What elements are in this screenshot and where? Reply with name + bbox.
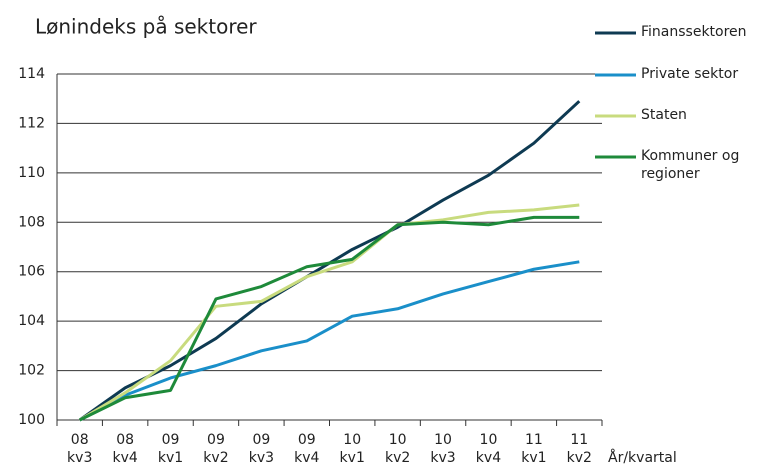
y-tick-label: 114: [18, 66, 45, 82]
x-tick-label: 09 kv4: [294, 432, 320, 466]
x-tick-label: 10 kv3: [430, 432, 456, 466]
y-tick-label: 100: [18, 412, 45, 428]
legend-label: Staten: [641, 107, 687, 123]
x-tick-label: 10 kv4: [475, 432, 502, 466]
x-tick-label: 10 kv2: [384, 432, 411, 466]
x-tick-label: 08 kv4: [112, 432, 138, 466]
y-tick-label: 110: [18, 165, 45, 181]
x-tick-label: 09 kv3: [248, 432, 275, 466]
x-tick-label: 11 kv1: [521, 432, 547, 466]
x-tick-label: 10 kv1: [339, 432, 365, 466]
x-tick-label: 11 kv2: [566, 432, 592, 466]
x-tick-label: 09 kv2: [203, 432, 229, 466]
legend-label: Private sektor: [641, 66, 739, 82]
y-tick-label: 108: [18, 214, 45, 230]
y-tick-label: 106: [18, 264, 45, 280]
series-line: [79, 215, 580, 422]
y-tick-label: 112: [18, 115, 45, 131]
x-tick-label: 09 kv1: [157, 432, 184, 466]
series-line: [78, 203, 580, 422]
x-tick-label: 08 kv3: [67, 432, 93, 466]
y-tick-label: 104: [18, 313, 45, 329]
legend-label: Finanssektoren: [641, 24, 747, 40]
y-tick-label: 102: [18, 363, 45, 379]
x-axis-label: År/kvartal: [608, 450, 677, 466]
legend-label: Kommuner og regioner: [641, 148, 740, 182]
series-line: [78, 260, 580, 422]
chart-title: Lønindeks på sektorer: [35, 15, 257, 39]
